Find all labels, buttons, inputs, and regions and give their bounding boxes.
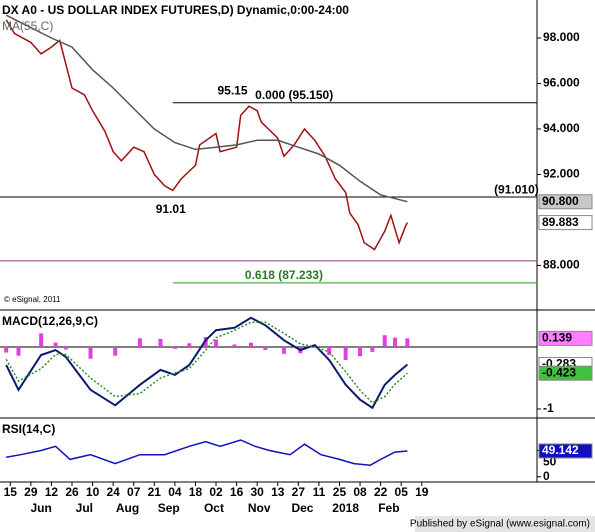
month-label: Jul xyxy=(76,501,93,515)
value-box-label: 89.883 xyxy=(542,215,579,229)
histogram-bar xyxy=(232,344,237,347)
x-tick-label: 10 xyxy=(86,485,100,499)
histogram-bar xyxy=(343,346,348,361)
y-tick-label: 98.000 xyxy=(543,30,580,44)
month-label: Nov xyxy=(248,501,271,515)
histogram-bar xyxy=(393,337,398,347)
value-box xyxy=(538,365,593,381)
annotation: 95.15 xyxy=(217,84,247,98)
series-line xyxy=(5,321,408,404)
histogram-bar xyxy=(214,339,219,347)
x-tick-label: 12 xyxy=(45,485,59,499)
value-box-label: 49.142 xyxy=(542,443,579,457)
month-label: Sep xyxy=(158,501,180,515)
x-tick-label: 13 xyxy=(271,485,285,499)
y-tick-label: -1 xyxy=(543,401,554,415)
annotation: (91.010) xyxy=(494,183,539,197)
panel-title: DX A0 - US DOLLAR INDEX FUTURES,D) Dynam… xyxy=(2,3,349,17)
histogram-bar xyxy=(53,342,58,347)
value-box xyxy=(538,443,593,459)
month-label: 2018 xyxy=(332,501,359,515)
y-tick-label: 0 xyxy=(543,469,550,483)
value-box-label: -0.423 xyxy=(542,365,576,379)
x-tick-label: 08 xyxy=(353,485,367,499)
month-label: Feb xyxy=(378,501,399,515)
value-box-label: 90.800 xyxy=(542,194,579,208)
x-tick-label: 24 xyxy=(106,485,120,499)
value-box xyxy=(538,330,593,346)
x-tick-label: 30 xyxy=(251,485,265,499)
x-tick-label: 16 xyxy=(230,485,244,499)
histogram-bar xyxy=(405,338,410,347)
histogram-bar xyxy=(263,346,268,351)
annotation: 91.01 xyxy=(156,202,186,216)
value-box xyxy=(538,194,593,210)
histogram-bar xyxy=(203,337,208,347)
histogram-bar xyxy=(370,346,375,352)
histogram-bar xyxy=(63,346,68,350)
panel-subtitle: MA(55,C) xyxy=(2,19,53,33)
footer-band xyxy=(415,516,595,532)
histogram-bar xyxy=(4,346,9,353)
value-box xyxy=(538,215,593,231)
histogram-bar xyxy=(327,346,332,356)
x-tick-label: 25 xyxy=(333,485,347,499)
x-tick-label: 18 xyxy=(189,485,203,499)
plot-area xyxy=(0,14,537,466)
histogram-bar xyxy=(158,338,163,347)
panel-title: MACD(12,26,9,C) xyxy=(2,314,98,328)
histogram-bar xyxy=(113,346,118,356)
watermark: © eSignal, 2011 xyxy=(4,295,61,304)
histogram-bar xyxy=(249,342,254,347)
x-tick-label: 02 xyxy=(209,485,223,499)
y-tick-label: 92.000 xyxy=(543,167,580,181)
x-tick-label: 26 xyxy=(65,485,79,499)
series-line xyxy=(6,439,408,466)
month-label: Aug xyxy=(116,501,139,515)
x-tick-label: 22 xyxy=(374,485,388,499)
histogram-bar xyxy=(382,335,387,347)
series-line xyxy=(5,14,408,203)
x-tick-label: 07 xyxy=(127,485,141,499)
x-tick-label: 04 xyxy=(168,485,182,499)
x-tick-label: 11 xyxy=(313,485,326,499)
histogram-bar xyxy=(88,346,93,359)
annotation: 0.618 (87.233) xyxy=(245,268,323,282)
value-box-label: 0.139 xyxy=(542,331,572,345)
y-tick-label: 96.000 xyxy=(543,76,580,90)
x-tick-label: 15 xyxy=(4,485,18,499)
x-tick-label: 27 xyxy=(292,485,306,499)
histogram-bar xyxy=(137,338,142,347)
month-label: Dec xyxy=(291,501,313,515)
x-tick-label: 05 xyxy=(395,485,409,499)
annotation: 0.000 (95.150) xyxy=(255,88,333,102)
x-tick-label: 19 xyxy=(415,485,429,499)
histogram-bar xyxy=(187,343,192,347)
y-tick-label: 88.000 xyxy=(543,258,580,272)
histogram-bar xyxy=(281,346,286,354)
x-tick-label: 21 xyxy=(148,485,162,499)
month-label: Oct xyxy=(204,501,224,515)
series-line xyxy=(5,316,409,410)
panel-title: RSI(14,C) xyxy=(2,422,55,436)
histogram-bar xyxy=(358,346,363,357)
histogram-bar xyxy=(172,346,177,349)
y-tick-label: 94.000 xyxy=(543,121,580,135)
footer: Published by eSignal (www.esignal.com) xyxy=(410,519,590,530)
x-tick-label: 29 xyxy=(24,485,38,499)
histogram-bar xyxy=(16,346,21,356)
month-label: Jun xyxy=(30,501,51,515)
series-line xyxy=(5,19,409,251)
histogram-bar xyxy=(39,333,44,347)
